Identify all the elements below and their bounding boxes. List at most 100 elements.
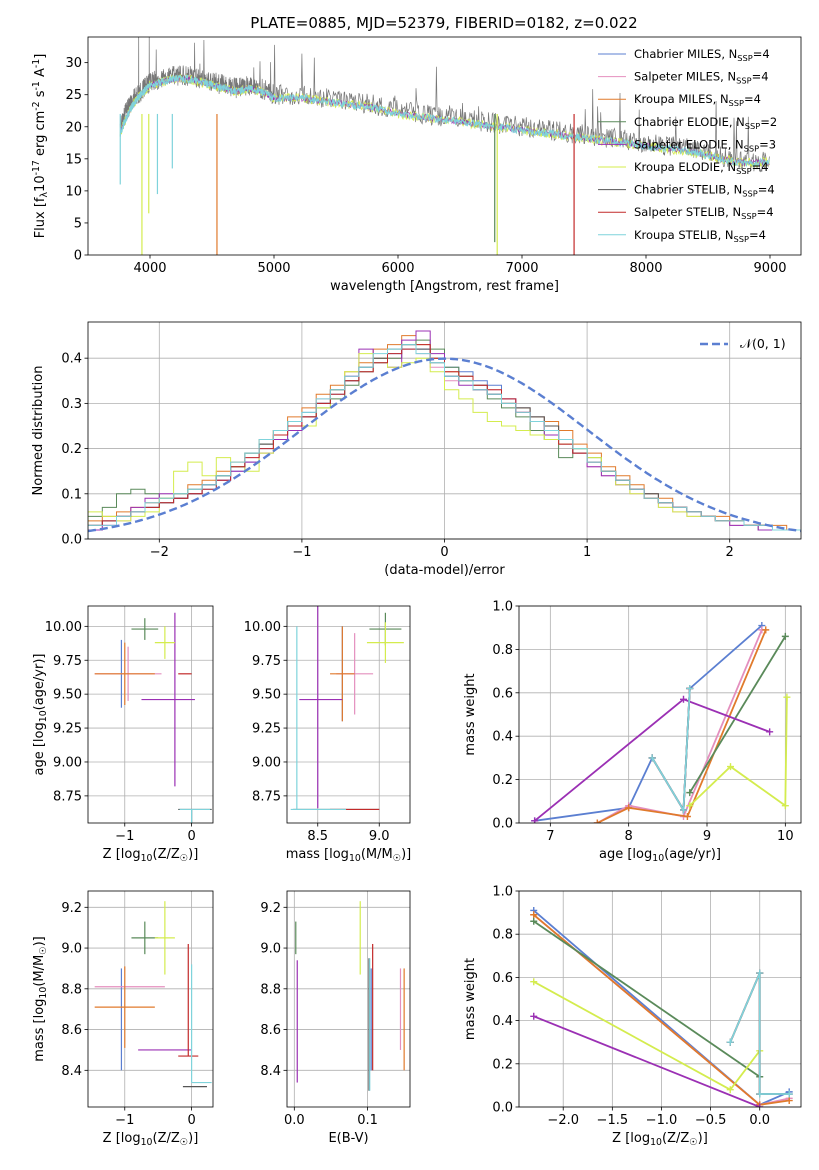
legend-label: Salpeter ELODIE, NSSP=3: [634, 137, 776, 153]
age_vs_mass-frame: [286, 605, 411, 824]
x-tick-label: −1: [292, 545, 311, 560]
weight-point: [726, 1038, 734, 1046]
y-tick-label: 20: [65, 120, 82, 135]
y-tick-label: 8.75: [252, 789, 281, 804]
x-tick-label: −1.5: [597, 1113, 629, 1128]
weight-point: [686, 684, 694, 692]
legend-label: Chabrier STELIB, NSSP=4: [634, 183, 775, 199]
x-tick-label: 9000: [753, 261, 786, 276]
y-tick-label: 9.50: [252, 688, 281, 703]
legend-label: Salpeter STELIB, NSSP=4: [634, 205, 774, 221]
y-tick-label: 9.75: [53, 654, 82, 669]
y-tick-label: 0.4: [61, 352, 82, 367]
weight-point: [762, 626, 770, 634]
y-axis-label: mass [log10(M/M☉)]: [32, 936, 49, 1062]
y-tick-label: 1.0: [492, 885, 513, 900]
x-axis-label: (data-model)/error: [384, 563, 505, 578]
y-tick-label: 0: [74, 249, 82, 264]
errorbar: [131, 618, 159, 640]
y-tick-label: 9.0: [260, 942, 281, 957]
weight-point: [783, 693, 791, 701]
x-tick-label: −2: [150, 545, 169, 560]
weight-series-line: [533, 980, 761, 1091]
y-tick-label: 0.8: [492, 928, 513, 943]
x-axis-label: E(B-V): [328, 1131, 368, 1146]
y-tick-label: 9.75: [252, 654, 281, 669]
legend-label: Salpeter MILES, NSSP=4: [634, 70, 769, 86]
y-tick-label: 8.8: [61, 982, 82, 997]
weight-series-line: [596, 629, 767, 823]
age_vs_mass-plot-area: [290, 606, 404, 811]
residual_hist-axes: −2 −1 0 1 2 0.0 0.1 0.2 0.3 0.4 (data-model)/error…: [31, 321, 802, 578]
x-tick-label: 0.0: [749, 1113, 770, 1128]
errorbar: [131, 921, 159, 955]
panels: 4000 5000 6000 7000 8000 9000051015202530wave…: [31, 36, 802, 1148]
spectrum-frame: [87, 36, 802, 256]
weight-series-line: [533, 1015, 761, 1107]
weight-point: [727, 763, 734, 771]
y-tick-label: 10.00: [45, 620, 82, 635]
y-tick-label: 0.6: [492, 686, 513, 701]
weight-series-line: [689, 697, 788, 808]
weight-point: [530, 917, 538, 925]
weight-point: [756, 1090, 764, 1098]
weight-point: [756, 969, 764, 977]
y-tick-label: 15: [65, 152, 82, 167]
x-tick-label: 0.0: [284, 1113, 305, 1128]
y-tick-label: 0.0: [492, 817, 513, 832]
errorbar: [94, 966, 155, 1048]
y-axis-label: mass weight: [463, 673, 478, 755]
residual_hist-frame: [87, 321, 802, 540]
y-axis-label: Flux [fλ10-17 erg cm-2 s-1 A-1]: [31, 54, 50, 239]
y-tick-label: 10.00: [244, 620, 281, 635]
mass_vs_ebv-plot-area: [295, 901, 405, 1091]
errorbar: [94, 642, 155, 706]
weight-series-line: [689, 635, 787, 794]
weight-point: [680, 695, 687, 703]
x-tick-label: −1: [115, 829, 134, 844]
x-tick-label: −1: [115, 1113, 134, 1128]
y-tick-label: 9.2: [260, 901, 281, 916]
y-tick-label: 8.6: [260, 1023, 281, 1038]
errorbar: [366, 622, 404, 663]
legend-label: Chabrier MILES, NSSP=4: [634, 47, 770, 63]
weight-point: [686, 802, 694, 810]
x-tick-label: 8000: [629, 261, 662, 276]
y-tick-label: 8.8: [260, 982, 281, 997]
x-tick-label: 8.5: [307, 829, 328, 844]
weight-series-line: [596, 629, 763, 823]
y-tick-label: 0.6: [492, 971, 513, 986]
y-tick-label: 5: [74, 216, 82, 231]
legend-label: Kroupa ELODIE, NSSP=4: [634, 160, 769, 176]
y-tick-label: 9.50: [53, 688, 82, 703]
x-tick-label: 9: [703, 829, 711, 844]
weight-point: [648, 754, 656, 762]
x-axis-label: Z [log10(Z/Z☉)]: [103, 1131, 199, 1148]
x-tick-label: 8: [625, 829, 633, 844]
weight-point: [785, 1097, 793, 1105]
x-tick-label: 7000: [505, 261, 538, 276]
y-tick-label: 0.2: [492, 773, 513, 788]
weight-series-line: [651, 688, 691, 813]
x-axis-label: Z [log10(Z/Z☉)]: [103, 847, 199, 864]
age_vs_mass-axes: 8.5 9.0 8.75 9.00 9.25 9.50 9.75 10.00 mass [log…: [244, 605, 411, 864]
y-tick-label: 10: [65, 184, 82, 199]
figure-title: PLATE=0885, MJD=52379, FIBERID=0182, z=0…: [250, 14, 637, 32]
y-tick-label: 8.4: [260, 1064, 281, 1079]
x-tick-label: −1.0: [646, 1113, 678, 1128]
weight-point: [726, 1086, 734, 1094]
y-tick-label: 0.2: [492, 1057, 513, 1072]
weight-point: [530, 978, 538, 986]
legend-label: Chabrier ELODIE, NSSP=2: [634, 115, 777, 131]
errorbar: [290, 626, 347, 811]
y-tick-label: 9.25: [53, 722, 82, 737]
errorbar: [299, 606, 343, 809]
x-tick-label: 6000: [381, 261, 414, 276]
x-axis-label: Z [log10(Z/Z☉)]: [612, 1131, 708, 1148]
y-tick-label: 9.2: [61, 901, 82, 916]
mass_vs_ebv-axes: 0.0 0.1 8.4 8.6 8.8 9.0 9.2 E(B-V): [260, 890, 411, 1146]
residual_hist-plot-area: [88, 330, 801, 539]
weight_vs_age-plot-area: [531, 622, 791, 823]
weight_vs_z-frame: [518, 890, 802, 1108]
